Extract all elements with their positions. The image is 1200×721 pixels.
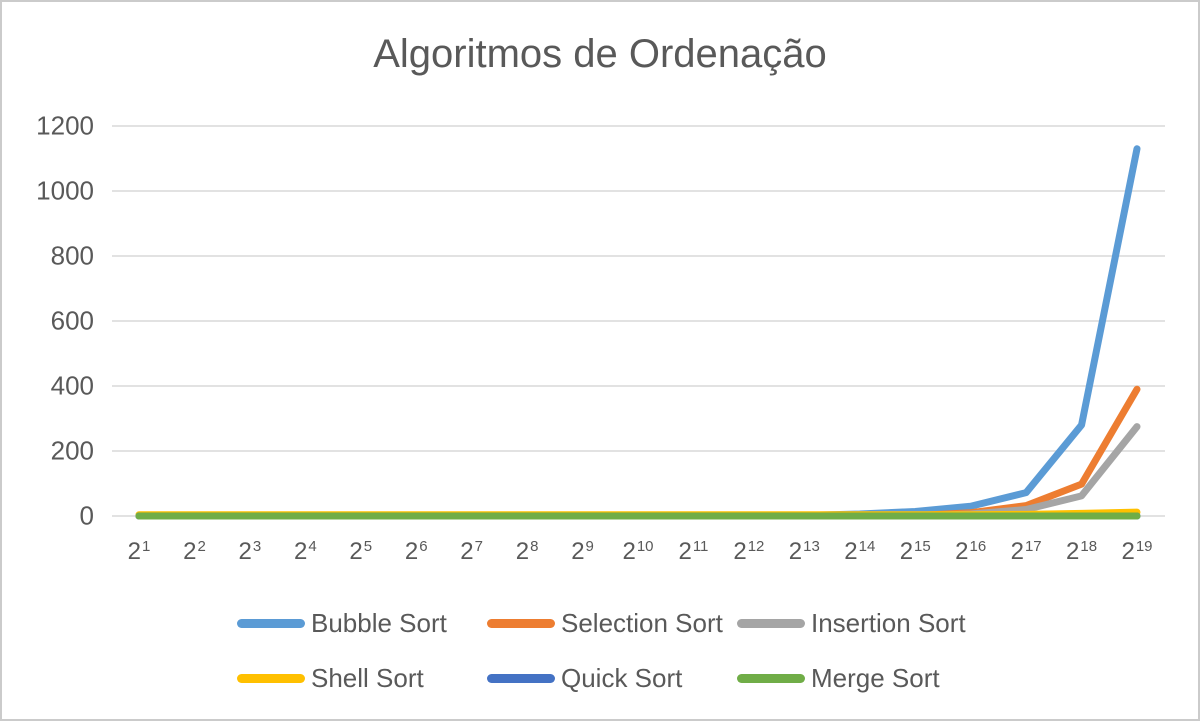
x-tick-exponent: 3 [252, 538, 262, 555]
x-axis-tick-label: 218 [1066, 538, 1097, 566]
y-axis-tick-label: 1000 [36, 175, 94, 206]
legend-item-bubble-sort: Bubble Sort [237, 608, 487, 639]
x-tick-base: 2 [127, 538, 142, 565]
y-axis-tick-label: 400 [50, 370, 94, 401]
x-axis-tick-label: 28 [516, 538, 539, 566]
x-axis-tick-label: 214 [844, 538, 875, 566]
series-lines [135, 145, 1141, 520]
legend-row: Bubble Sort Selection Sort Insertion Sort [237, 605, 987, 641]
x-tick-base: 2 [238, 538, 252, 565]
legend-label: Quick Sort [561, 662, 683, 693]
legend-swatch-merge-sort [737, 673, 805, 683]
x-tick-base: 2 [733, 538, 747, 565]
x-axis-tick-label: 23 [239, 538, 262, 566]
legend-swatch-shell-sort [237, 673, 305, 683]
legend-label: Shell Sort [311, 662, 424, 693]
legend-swatch-bubble-sort [237, 618, 305, 628]
x-tick-base: 2 [293, 538, 308, 565]
x-tick-exponent: 8 [530, 538, 539, 555]
x-tick-exponent: 2 [197, 538, 206, 555]
x-axis-tick-label: 24 [294, 538, 317, 566]
legend-label: Bubble Sort [311, 607, 447, 638]
x-tick-exponent: 10 [636, 538, 654, 555]
legend-item-shell-sort: Shell Sort [237, 663, 487, 694]
x-tick-exponent: 15 [914, 538, 931, 555]
x-tick-base: 2 [1010, 538, 1024, 565]
x-axis-tick-label: 215 [900, 538, 931, 566]
x-axis-tick-label: 22 [183, 538, 206, 566]
x-tick-base: 2 [844, 538, 858, 565]
x-axis-tick-label: 210 [622, 538, 653, 566]
x-tick-base: 2 [404, 538, 419, 565]
x-tick-exponent: 13 [803, 538, 820, 555]
legend-row: Shell Sort Quick Sort Merge Sort [237, 660, 987, 696]
chart-title: Algoritmos de Ordenação [373, 32, 827, 76]
x-tick-base: 2 [678, 538, 692, 565]
x-axis-tick-label: 27 [460, 538, 483, 566]
legend-item-quick-sort: Quick Sort [487, 663, 737, 694]
legend-label: Selection Sort [561, 607, 723, 638]
x-axis-tick-label: 212 [733, 538, 764, 566]
y-axis-tick-label: 0 [79, 500, 94, 531]
x-tick-exponent: 7 [474, 538, 484, 555]
x-tick-base: 2 [788, 538, 803, 565]
x-tick-base: 2 [1066, 538, 1080, 565]
x-tick-base: 2 [349, 538, 363, 565]
y-axis-tick-label: 1200 [36, 110, 94, 141]
gridlines [112, 125, 1165, 517]
y-axis-tick-label: 600 [50, 305, 94, 336]
x-tick-exponent: 1 [142, 538, 151, 555]
x-tick-base: 2 [899, 538, 914, 565]
legend-item-insertion-sort: Insertion Sort [737, 608, 987, 639]
x-tick-exponent: 17 [1024, 538, 1042, 555]
x-axis-tick-label: 213 [789, 538, 820, 566]
x-tick-base: 2 [183, 538, 197, 565]
x-tick-base: 2 [1121, 538, 1135, 565]
x-tick-exponent: 16 [969, 538, 987, 555]
series-line-selection-sort [135, 385, 1141, 520]
x-tick-exponent: 6 [419, 538, 428, 555]
x-axis-tick-label: 25 [349, 538, 372, 566]
legend-swatch-selection-sort [487, 618, 555, 628]
x-tick-exponent: 5 [363, 538, 373, 555]
legend-item-merge-sort: Merge Sort [737, 663, 987, 694]
x-tick-exponent: 11 [692, 538, 709, 555]
legend-label: Insertion Sort [811, 607, 966, 638]
x-tick-exponent: 18 [1080, 538, 1098, 555]
legend: Bubble Sort Selection Sort Insertion Sort S… [237, 605, 987, 715]
x-tick-base: 2 [622, 538, 636, 565]
x-axis-tick-label: 29 [571, 538, 594, 566]
legend-label: Merge Sort [811, 662, 940, 693]
x-tick-base: 2 [460, 538, 474, 565]
legend-swatch-quick-sort [487, 673, 555, 683]
y-axis-tick-label: 800 [50, 240, 94, 271]
x-axis-tick-label: 26 [405, 538, 428, 566]
x-tick-exponent: 9 [585, 538, 594, 555]
x-tick-base: 2 [515, 538, 530, 565]
x-tick-base: 2 [955, 538, 969, 565]
x-axis-tick-label: 211 [678, 538, 708, 566]
x-tick-exponent: 14 [858, 538, 876, 555]
legend-swatch-insertion-sort [737, 618, 805, 628]
x-tick-exponent: 19 [1135, 538, 1153, 555]
x-tick-exponent: 4 [308, 538, 317, 555]
x-axis-tick-label: 21 [128, 538, 151, 566]
y-axis-tick-label: 200 [50, 435, 94, 466]
x-axis-tick-label: 217 [1011, 538, 1042, 566]
x-axis-tick-label: 216 [955, 538, 986, 566]
x-axis-tick-label: 219 [1121, 538, 1152, 566]
x-tick-exponent: 12 [747, 538, 765, 555]
x-tick-base: 2 [571, 538, 585, 565]
legend-item-selection-sort: Selection Sort [487, 608, 737, 639]
series-line-bubble-sort [135, 145, 1141, 520]
